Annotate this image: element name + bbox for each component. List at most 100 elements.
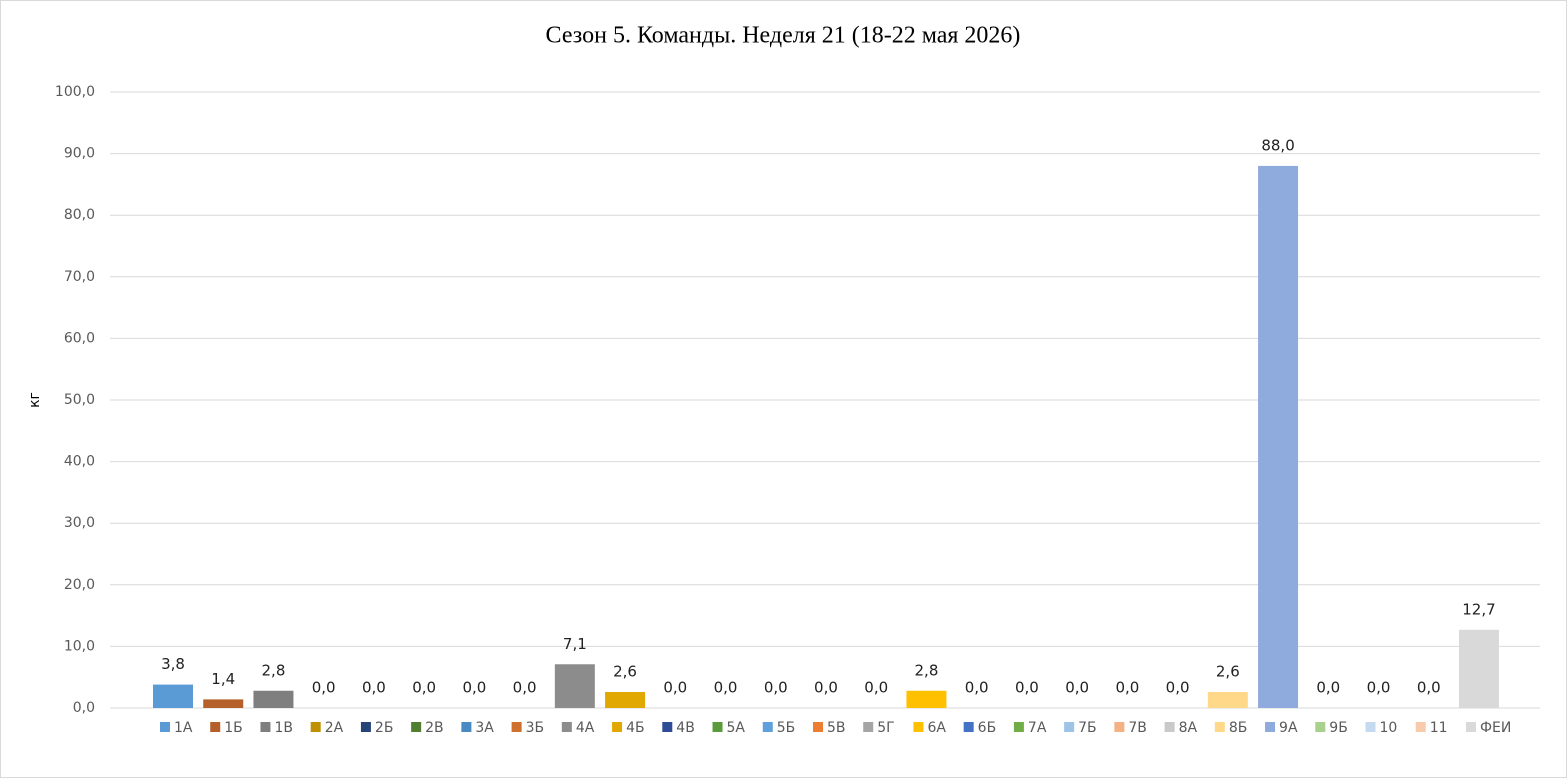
legend-label: 5А bbox=[727, 720, 746, 736]
data-label: 2,6 bbox=[1216, 662, 1240, 680]
legend-swatch bbox=[511, 722, 522, 732]
legend-swatch bbox=[963, 722, 974, 732]
data-label: 0,0 bbox=[1115, 679, 1139, 697]
legend-label: 8Б bbox=[1229, 720, 1248, 736]
legend-label: 4В bbox=[676, 720, 695, 736]
legend-swatch bbox=[160, 722, 170, 732]
data-label: 2,8 bbox=[262, 661, 286, 679]
legend-label: 5В bbox=[827, 720, 846, 736]
legend-swatch bbox=[1214, 722, 1225, 732]
data-label: 2,8 bbox=[915, 661, 939, 679]
data-label: 0,0 bbox=[513, 679, 537, 697]
legend-label: 1А bbox=[174, 720, 193, 736]
legend-label: 2Б bbox=[375, 720, 394, 736]
legend-swatch bbox=[210, 722, 221, 732]
data-label: 0,0 bbox=[362, 679, 386, 697]
legend-label: 2В bbox=[425, 720, 444, 736]
legend-label: 5Г bbox=[877, 720, 894, 736]
legend-swatch bbox=[913, 722, 924, 732]
legend-swatch bbox=[411, 722, 422, 732]
legend-swatch bbox=[812, 722, 823, 732]
data-label: 0,0 bbox=[1065, 679, 1089, 697]
legend-swatch bbox=[360, 722, 371, 732]
legend-swatch bbox=[1114, 722, 1125, 732]
bar bbox=[253, 690, 294, 708]
legend-swatch bbox=[1315, 722, 1326, 732]
data-label: 0,0 bbox=[462, 679, 486, 697]
legend-swatch bbox=[662, 722, 673, 732]
data-label: 0,0 bbox=[1166, 679, 1190, 697]
y-tick-label: 80,0 bbox=[64, 207, 95, 223]
legend-label: 7А bbox=[1028, 720, 1047, 736]
legend-swatch bbox=[1064, 722, 1075, 732]
legend-swatch bbox=[461, 722, 472, 732]
data-label: 0,0 bbox=[1015, 679, 1039, 697]
y-tick-label: 10,0 bbox=[64, 638, 95, 654]
data-label: 0,0 bbox=[412, 679, 436, 697]
y-tick-label: 40,0 bbox=[64, 454, 95, 470]
legend-label: 7В bbox=[1128, 720, 1147, 736]
legend-swatch bbox=[612, 722, 623, 732]
legend-swatch bbox=[1164, 722, 1175, 732]
data-label: 2,6 bbox=[613, 662, 637, 680]
bar bbox=[153, 684, 193, 708]
y-tick-label: 30,0 bbox=[64, 515, 95, 531]
data-label: 0,0 bbox=[663, 679, 687, 697]
legend-label: 4Б bbox=[626, 720, 645, 736]
y-tick-label: 70,0 bbox=[64, 269, 95, 285]
data-label: 7,1 bbox=[563, 635, 587, 653]
legend-label: 6Б bbox=[978, 720, 997, 736]
y-tick-label: 60,0 bbox=[64, 330, 95, 346]
legend-label: ФЕИ bbox=[1480, 720, 1511, 736]
data-label: 0,0 bbox=[1316, 679, 1340, 697]
legend-swatch bbox=[260, 722, 271, 732]
data-label: 0,0 bbox=[864, 679, 888, 697]
y-tick-label: 0,0 bbox=[73, 700, 95, 716]
legend-swatch bbox=[1265, 722, 1276, 732]
legend-label: 2А bbox=[325, 720, 344, 736]
legend-swatch bbox=[1013, 722, 1024, 732]
legend-label: 8А bbox=[1179, 720, 1198, 736]
bar bbox=[906, 690, 947, 708]
legend-label: 10 bbox=[1380, 720, 1398, 736]
data-label: 12,7 bbox=[1462, 600, 1495, 618]
legend-label: 9Б bbox=[1329, 720, 1348, 736]
legend-label: 1Б bbox=[224, 720, 243, 736]
y-tick-label: 20,0 bbox=[64, 577, 95, 593]
data-label: 0,0 bbox=[714, 679, 738, 697]
legend-swatch bbox=[1365, 722, 1376, 732]
legend-label: 11 bbox=[1430, 720, 1448, 736]
legend-swatch bbox=[1465, 722, 1476, 732]
chart-title: Сезон 5. Команды. Неделя 21 (18-22 мая 2… bbox=[546, 23, 1021, 49]
data-label: 0,0 bbox=[764, 679, 788, 697]
data-label: 0,0 bbox=[1417, 679, 1441, 697]
data-label: 0,0 bbox=[814, 679, 838, 697]
legend-label: 5Б bbox=[777, 720, 796, 736]
data-label: 3,8 bbox=[161, 655, 185, 673]
bar bbox=[203, 699, 244, 708]
legend-swatch bbox=[863, 722, 874, 732]
legend-label: 1В bbox=[274, 720, 293, 736]
y-tick-label: 90,0 bbox=[64, 146, 95, 162]
legend-label: 3Б bbox=[526, 720, 545, 736]
y-tick-label: 100,0 bbox=[55, 84, 95, 100]
legend-label: 7Б bbox=[1078, 720, 1097, 736]
data-label: 88,0 bbox=[1261, 136, 1294, 154]
data-label: 0,0 bbox=[1367, 679, 1391, 697]
y-tick-label: 50,0 bbox=[64, 392, 95, 408]
legend-swatch bbox=[762, 722, 773, 732]
legend-swatch bbox=[310, 722, 321, 732]
bar bbox=[1258, 165, 1299, 709]
legend-label: 9А bbox=[1279, 720, 1298, 736]
bar bbox=[1458, 629, 1499, 708]
y-axis-label: кг bbox=[27, 392, 43, 408]
legend-label: 4А bbox=[576, 720, 595, 736]
legend-swatch bbox=[1415, 722, 1426, 732]
data-label: 0,0 bbox=[312, 679, 336, 697]
legend-label: 3А bbox=[475, 720, 494, 736]
data-label: 1,4 bbox=[211, 670, 235, 688]
legend-swatch bbox=[712, 722, 723, 732]
bar bbox=[554, 664, 595, 708]
